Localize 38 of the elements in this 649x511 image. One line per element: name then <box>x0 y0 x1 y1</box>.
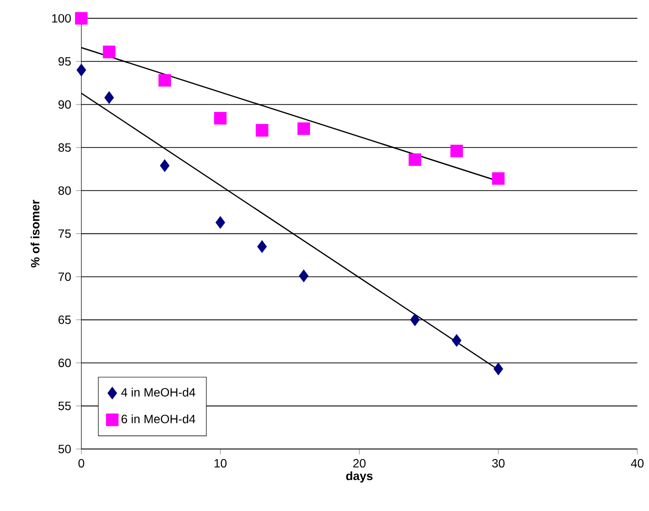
y-tick-label: 60 <box>58 358 71 368</box>
y-tick-label: 95 <box>58 57 71 66</box>
x-tick-label: 0 <box>78 459 84 468</box>
point <box>408 153 422 166</box>
y-tick-label: 55 <box>58 402 71 410</box>
point <box>494 362 504 376</box>
point <box>158 74 172 87</box>
point <box>104 91 114 104</box>
point <box>75 12 88 25</box>
y-tick-label: 50 <box>58 444 71 454</box>
point <box>76 64 86 76</box>
y-tick-label: 90 <box>58 100 71 109</box>
legend-label: 6 in MeOH-d4 <box>122 414 196 424</box>
point <box>298 270 309 282</box>
point <box>450 144 463 158</box>
point <box>256 124 268 137</box>
x-axis-title: days <box>346 471 373 483</box>
y-tick-label: 100 <box>52 14 71 23</box>
x-tick-label: 20 <box>353 459 366 468</box>
y-tick-label: 80 <box>58 186 71 195</box>
point <box>102 46 116 58</box>
legend-label: 4 in MeOH-d4 <box>121 388 196 397</box>
point <box>297 122 310 135</box>
point <box>492 172 505 185</box>
point <box>257 240 267 253</box>
point <box>410 314 420 326</box>
y-axis-title: % of isomer <box>30 200 40 268</box>
point <box>452 334 462 347</box>
point <box>216 216 226 229</box>
x-tick-label: 30 <box>492 459 505 468</box>
x-tick-label: 40 <box>630 459 644 468</box>
point <box>214 112 227 125</box>
y-tick-label: 85 <box>58 143 71 152</box>
y-tick-label: 65 <box>58 316 71 324</box>
y-tick-label: 75 <box>58 229 71 238</box>
x-tick-label: 10 <box>214 459 227 468</box>
point <box>160 159 170 172</box>
y-tick-label: 70 <box>58 272 71 281</box>
